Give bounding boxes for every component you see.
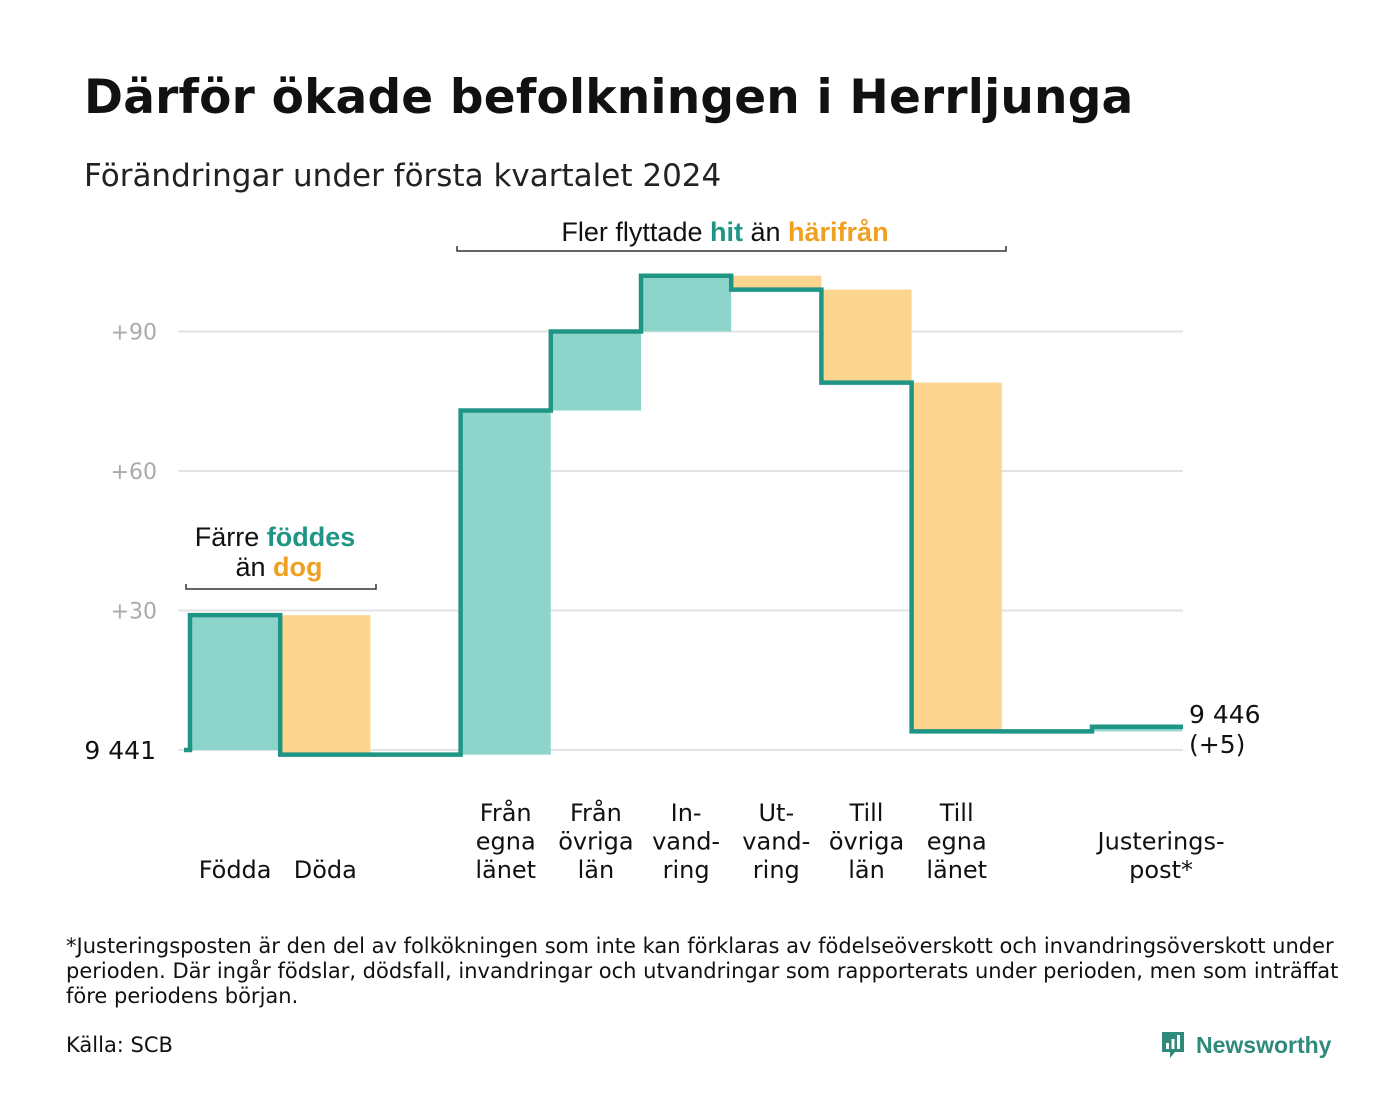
category-label: Döda — [294, 856, 357, 884]
category-label: egna — [927, 828, 987, 856]
category-label: vand- — [742, 828, 810, 856]
category-label: ring — [753, 856, 800, 884]
category-label: Födda — [199, 856, 272, 884]
end-change-label: (+5) — [1189, 730, 1245, 759]
end-value-label: 9 446 — [1189, 700, 1261, 729]
bar-chart-speech-bubble-icon — [1162, 1032, 1184, 1058]
waterfall-bar — [550, 331, 641, 411]
chart-subtitle: Förändringar under första kvartalet 2024 — [84, 158, 722, 194]
annotation-migration-part: hit — [710, 217, 743, 247]
annotation-births-deaths-line2-part: än — [235, 552, 273, 582]
waterfall-bar — [190, 615, 281, 750]
annotation-births-deaths-line1-part: Färre — [195, 522, 267, 552]
category-label: län — [848, 856, 885, 884]
category-label: post* — [1129, 856, 1193, 884]
annotation-births-deaths-line1: Färre föddes — [195, 522, 356, 552]
waterfall-bar — [641, 275, 732, 332]
category-label: Ut- — [758, 799, 794, 827]
annotation-migration-part: härifrån — [788, 217, 889, 247]
annotation-bracket-migration — [456, 246, 1007, 252]
category-label: Justerings- — [1096, 828, 1225, 856]
category-label: länet — [926, 856, 987, 884]
category-label: Från — [480, 798, 532, 827]
cumulative-step-line — [184, 273, 1183, 757]
category-label: Till — [939, 799, 974, 827]
category-label: länet — [475, 856, 536, 884]
source-label: Källa: SCB — [66, 1033, 173, 1057]
logo-text: Newsworthy — [1196, 1031, 1332, 1058]
newsworthy-logo: Newsworthy — [1160, 1028, 1331, 1062]
y-tick-label: +30 — [111, 600, 157, 625]
start-value-label: 9 441 — [84, 736, 156, 765]
category-label: In- — [671, 799, 702, 827]
category-label: län — [578, 856, 615, 884]
footnote: *Justeringsposten är den del av folkökni… — [66, 934, 1339, 1008]
waterfall-bar — [280, 615, 371, 755]
annotation-births-deaths-line1-part: föddes — [267, 522, 356, 552]
waterfall-bar — [821, 289, 912, 383]
waterfall-bar — [911, 382, 1002, 732]
annotation-bracket-births-deaths — [185, 584, 377, 590]
chart-title: Därför ökade befolkningen i Herrljunga — [84, 70, 1134, 125]
annotation-migration-part: än — [743, 217, 788, 247]
annotation-births-deaths-line2: än dog — [235, 552, 322, 582]
category-label: övriga — [829, 828, 904, 856]
annotation-migration: Fler flyttade hit än härifrån — [561, 217, 888, 247]
annotation-births-deaths-line2-part: dog — [273, 552, 322, 582]
category-label: ring — [663, 856, 710, 884]
category-label: egna — [476, 828, 536, 856]
waterfall-bar — [731, 275, 822, 290]
category-label: övriga — [558, 828, 633, 856]
category-label: vand- — [652, 828, 720, 856]
waterfall-bar — [460, 410, 551, 755]
waterfall-bar — [1092, 726, 1183, 732]
category-label: Från — [570, 798, 622, 827]
y-tick-label: +60 — [111, 460, 157, 485]
category-label: Till — [849, 799, 884, 827]
y-tick-label: +90 — [111, 321, 157, 346]
annotation-migration-part: Fler flyttade — [561, 217, 710, 247]
